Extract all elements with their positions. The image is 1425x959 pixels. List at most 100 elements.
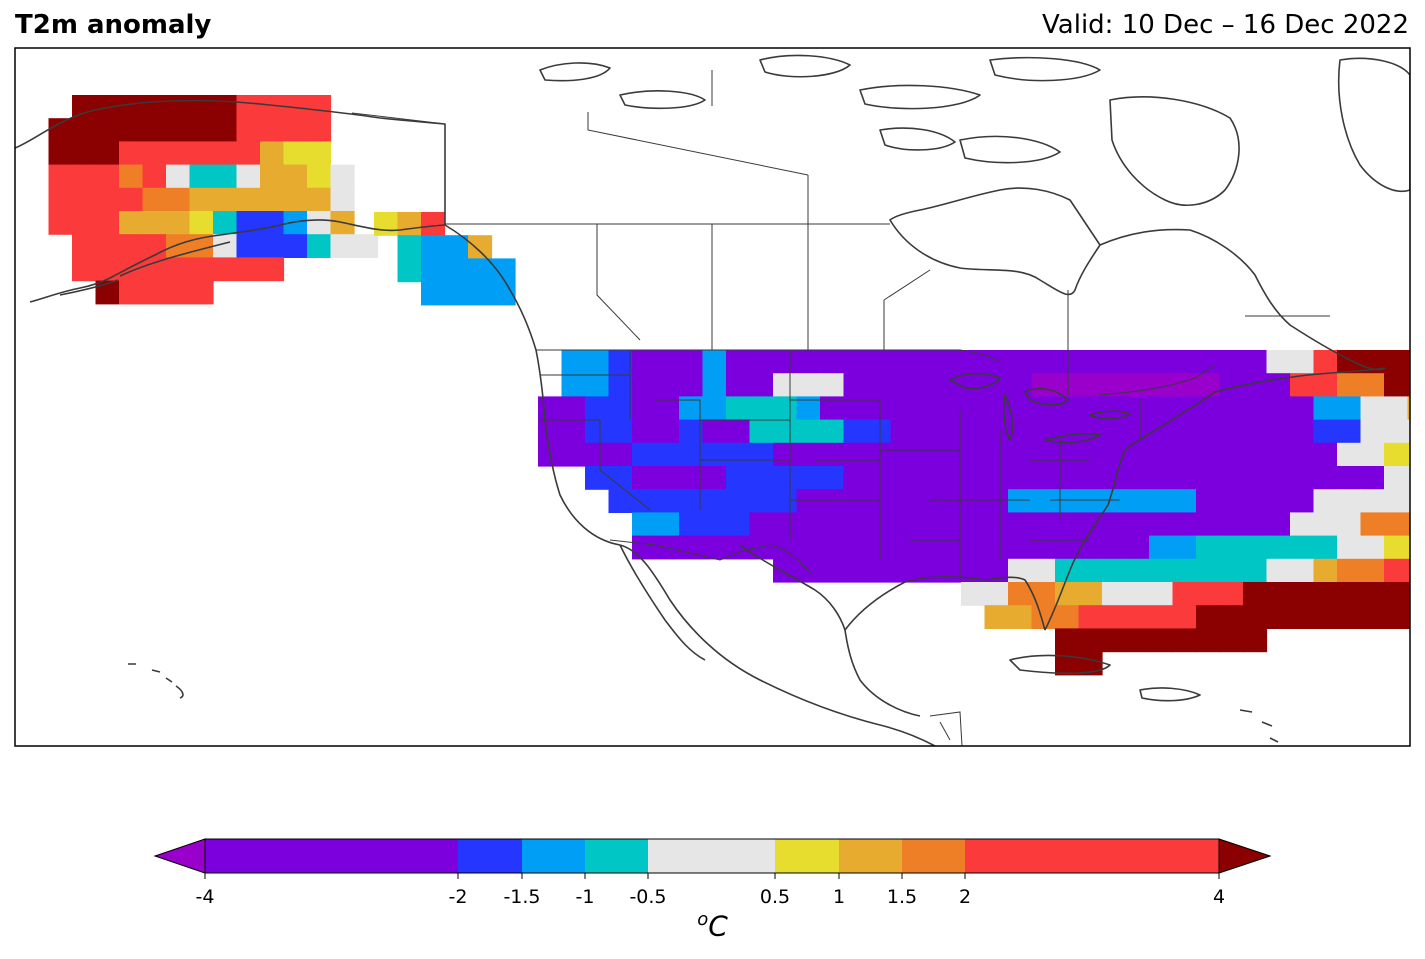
anomaly-cell	[283, 118, 308, 142]
anomaly-cell	[374, 212, 399, 236]
colorbar-tick-label: -1.5	[503, 886, 540, 908]
anomaly-cell	[491, 258, 516, 283]
anomaly-cell	[820, 373, 845, 397]
anomaly-cell	[1078, 442, 1103, 467]
anomaly-cell	[1149, 419, 1174, 444]
anomaly-cell	[95, 211, 120, 235]
anomaly-cell	[561, 396, 586, 421]
anomaly-cell	[702, 512, 727, 537]
anomaly-cell	[1219, 535, 1244, 560]
anomaly-cell	[890, 442, 915, 467]
anomaly-cell	[1172, 396, 1197, 421]
anomaly-cell	[1337, 419, 1362, 444]
anomaly-cell	[937, 373, 962, 397]
map-title: T2m anomaly	[15, 10, 212, 40]
unit-letter: C	[708, 909, 728, 943]
anomaly-cell	[679, 373, 704, 397]
anomaly-cell	[820, 535, 845, 560]
anomaly-cell	[444, 281, 469, 306]
anomaly-cell	[608, 373, 633, 397]
anomaly-cell	[890, 489, 915, 513]
anomaly-cell	[48, 164, 73, 189]
anomaly-cell	[984, 373, 1009, 397]
anomaly-cell	[820, 396, 845, 421]
anomaly-cell	[749, 373, 774, 397]
anomaly-cell	[984, 605, 1009, 629]
colorbar-bin	[965, 839, 1219, 873]
anomaly-cell	[1360, 535, 1385, 560]
anomaly-cell	[1125, 605, 1150, 629]
anomaly-cell	[961, 558, 986, 583]
anomaly-cell	[119, 141, 144, 166]
anomaly-cell	[166, 118, 191, 142]
anomaly-cell	[142, 211, 167, 235]
anomaly-cell	[679, 512, 704, 537]
anomaly-cell	[1078, 350, 1103, 374]
anomaly-cell	[843, 350, 868, 374]
anomaly-cell	[1102, 466, 1127, 490]
anomaly-cell	[585, 373, 610, 397]
anomaly-cell	[773, 419, 798, 444]
anomaly-cell	[260, 141, 285, 166]
anomaly-cell	[1407, 373, 1410, 397]
anomaly-cell	[1008, 396, 1033, 421]
anomaly-cell	[820, 442, 845, 467]
anomaly-cell	[655, 466, 680, 490]
anomaly-cell	[1360, 605, 1385, 629]
anomaly-cell	[48, 118, 73, 142]
anomaly-cell	[937, 350, 962, 374]
anomaly-cell	[491, 281, 516, 306]
anomaly-cell	[1055, 535, 1080, 560]
anomaly-cell	[1407, 396, 1410, 421]
anomaly-cell	[236, 141, 261, 166]
anomaly-cell	[166, 141, 191, 166]
anomaly-cell	[1384, 350, 1409, 374]
anomaly-cell	[773, 466, 798, 490]
anomaly-cell	[1266, 535, 1291, 560]
anomaly-cell	[961, 489, 986, 513]
anomaly-cell	[72, 164, 97, 189]
anomaly-cell	[1313, 558, 1338, 583]
anomaly-cell	[1172, 582, 1197, 606]
anomaly-cell	[1172, 628, 1197, 653]
anomaly-cell	[937, 535, 962, 560]
anomaly-cell	[679, 535, 704, 560]
anomaly-cell	[961, 512, 986, 537]
caribbean-islands	[1009, 654, 1279, 743]
anomaly-cell	[726, 442, 751, 467]
anomaly-cell	[1055, 350, 1080, 374]
anomaly-cell	[984, 419, 1009, 444]
anomaly-cell	[585, 396, 610, 421]
anomaly-cell	[1313, 512, 1338, 537]
anomaly-cell	[213, 187, 238, 212]
anomaly-cell	[1196, 628, 1221, 653]
anomaly-cell	[189, 187, 214, 212]
anomaly-cell	[307, 234, 332, 258]
anomaly-cell	[119, 118, 144, 142]
anomaly-cell	[1031, 512, 1056, 537]
anomaly-cell	[1243, 512, 1268, 537]
anomaly-cell	[1243, 535, 1268, 560]
anomaly-cell	[1078, 628, 1103, 653]
anomaly-cell	[307, 141, 332, 166]
anomaly-cell	[561, 442, 586, 467]
anomaly-cell	[1196, 373, 1221, 397]
anomaly-cell	[1313, 466, 1338, 490]
canada-province-borders	[445, 70, 1330, 395]
anomaly-cell	[213, 164, 238, 189]
anomaly-cell	[1384, 373, 1409, 397]
anomaly-cell	[119, 211, 144, 235]
anomaly-cell	[1337, 558, 1362, 583]
colorbar-under-arrow	[153, 838, 206, 874]
anomaly-cell	[1266, 350, 1291, 374]
anomaly-cell	[914, 512, 939, 537]
anomaly-cell	[890, 535, 915, 560]
anomaly-cell	[1125, 512, 1150, 537]
anomaly-cell	[796, 419, 821, 444]
baja-peninsula	[619, 544, 706, 661]
anomaly-cell	[72, 257, 97, 282]
anomaly-cell	[726, 373, 751, 397]
colorbar-tick-label: -2	[449, 886, 468, 908]
anomaly-cell	[796, 350, 821, 374]
